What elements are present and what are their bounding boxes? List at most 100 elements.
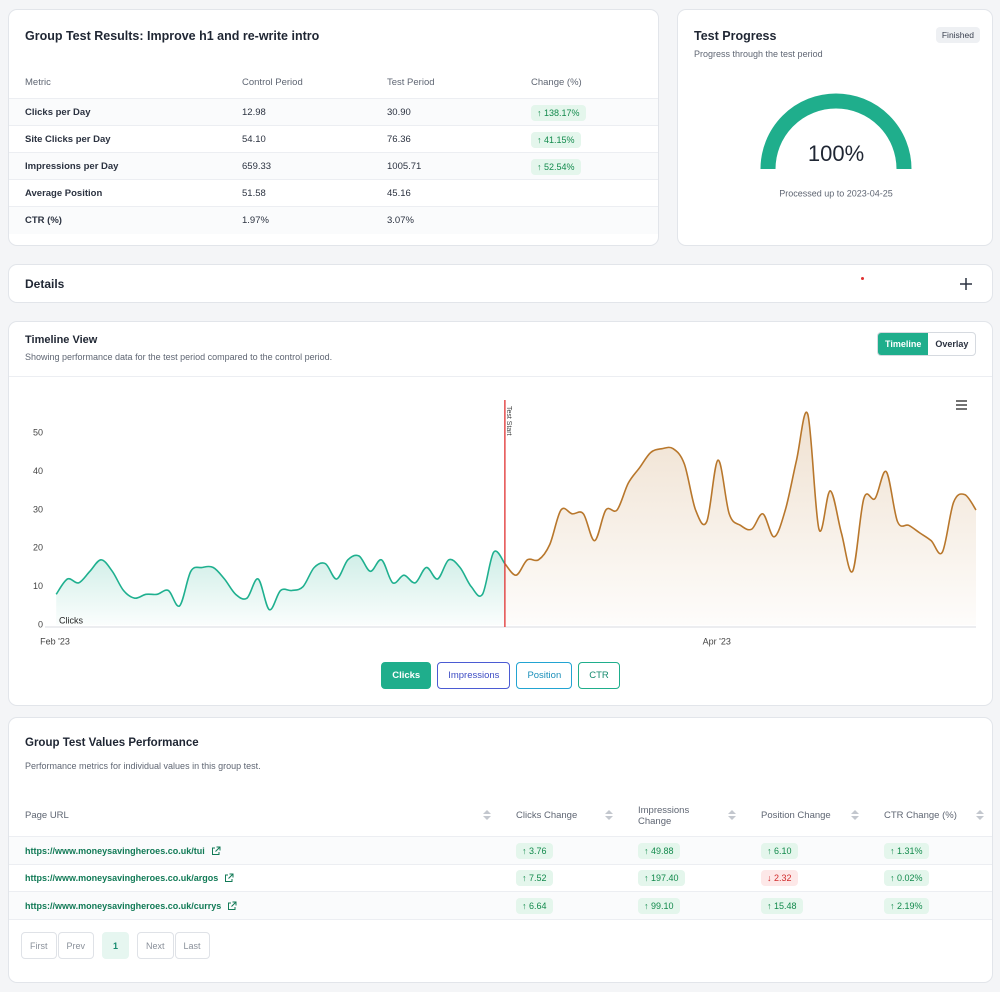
metric-button[interactable]: Position (516, 662, 573, 689)
column-header[interactable]: Position Change (761, 810, 831, 822)
change-badge: ↑ 6.10 (761, 842, 798, 859)
results-title: Group Test Results: Improve h1 and re-wr… (25, 29, 320, 43)
table-cell: 76.36 (387, 134, 411, 145)
table-cell: 51.58 (242, 188, 266, 199)
cell: ↑ 197.40 (638, 865, 685, 892)
page-button[interactable]: First (21, 932, 57, 959)
table-cell: 45.16 (387, 188, 411, 199)
progress-title: Test Progress (694, 29, 777, 43)
values-card: Group Test Values Performance Performanc… (8, 717, 993, 983)
cell: ↓ 2.32 (761, 865, 798, 892)
timeline-subtitle: Showing performance data for the test pe… (25, 352, 333, 362)
page-link[interactable]: https://www.moneysavingheroes.co.uk/tui (25, 845, 205, 856)
cell: https://www.moneysavingheroes.co.uk/curr… (25, 892, 237, 919)
page-button[interactable]: Next (137, 932, 174, 959)
table-row: Impressions per Day 659.33 1005.71 ↑ 52.54% (9, 152, 658, 180)
cell: ↑ 15.48 (761, 892, 803, 919)
timeline-title: Timeline View (25, 334, 98, 346)
cell: ↑ 0.02% (884, 865, 929, 892)
table-row: Average Position 51.58 45.16 (9, 179, 658, 207)
status-badge: Finished (935, 27, 980, 43)
x-tick-label: Apr '23 (703, 636, 731, 646)
column-header[interactable]: Page URL (25, 810, 69, 822)
expand-icon[interactable] (960, 278, 972, 290)
view-option[interactable]: Timeline (878, 333, 929, 355)
table-cell: 12.98 (242, 107, 266, 118)
x-tick-label: Feb '23 (40, 636, 70, 646)
sort-icon[interactable] (976, 809, 984, 821)
table-cell: CTR (%) (25, 215, 62, 226)
y-tick-label: 50 (33, 428, 43, 438)
table-cell: Average Position (25, 188, 103, 199)
table-cell: Clicks per Day (25, 107, 91, 118)
table-cell: 1.97% (242, 215, 269, 226)
progress-subtitle: Progress through the test period (694, 49, 823, 59)
gauge: 100% Processed up to 2023-04-25 (760, 93, 912, 198)
column-header[interactable]: Impressions Change (638, 804, 690, 827)
series-label: Clicks (59, 615, 83, 625)
cell: ↑ 49.88 (638, 837, 680, 864)
progress-card: Test Progress Finished Progress through … (677, 9, 993, 246)
page-button[interactable]: Last (174, 932, 210, 959)
values-subtitle: Performance metrics for individual value… (25, 761, 261, 771)
cell: ↑ 3.76 (516, 837, 553, 864)
metric-button[interactable]: Clicks (381, 662, 432, 689)
table-cell: 1005.71 (387, 161, 422, 172)
sort-icon[interactable] (483, 809, 491, 821)
sort-icon[interactable] (728, 809, 736, 821)
column-header[interactable]: Clicks Change (516, 810, 578, 822)
table-cell: 659.33 (242, 161, 272, 172)
change-badge: ↑ 52.54% (531, 158, 581, 175)
table-row: https://www.moneysavingheroes.co.uk/argo… (9, 863, 992, 892)
table-cell: Impressions per Day (25, 161, 119, 172)
page-link[interactable]: https://www.moneysavingheroes.co.uk/argo… (25, 873, 219, 883)
view-option[interactable]: Overlay (935, 339, 969, 349)
change-badge: ↑ 138.17% (531, 104, 586, 121)
external-link-icon[interactable] (227, 901, 237, 911)
column-header: Change (%) (531, 77, 582, 88)
page-button[interactable]: 1 (102, 932, 130, 959)
cell: https://www.moneysavingheroes.co.uk/tui (25, 837, 221, 864)
y-tick-label: 40 (33, 466, 43, 476)
table-row: CTR (%) 1.97% 3.07% (9, 206, 658, 234)
column-header: Test Period (387, 77, 435, 88)
y-tick-label: 0 (38, 619, 43, 629)
table-cell: 30.90 (387, 107, 411, 118)
pagination: First Prev 1 Next Last (21, 932, 211, 959)
cell: ↑ 6.10 (761, 837, 798, 864)
column-header: Control Period (242, 77, 303, 88)
chart-menu[interactable] (956, 400, 967, 410)
table-cell: 54.10 (242, 134, 266, 145)
change-badge: ↑ 6.64 (516, 897, 553, 914)
page-link[interactable]: https://www.moneysavingheroes.co.uk/curr… (25, 900, 222, 911)
metric-button[interactable]: CTR (578, 662, 620, 689)
y-tick-label: 30 (33, 504, 43, 514)
change-badge: ↑ 15.48 (761, 897, 803, 914)
table-row: https://www.moneysavingheroes.co.uk/curr… (9, 891, 992, 920)
progress-label: 100% (808, 141, 864, 166)
sort-icon[interactable] (851, 809, 859, 821)
change-badge: ↑ 49.88 (638, 842, 680, 859)
change-badge: ↑ 0.02% (884, 870, 929, 886)
page-button[interactable]: Prev (57, 932, 95, 959)
column-header[interactable]: CTR Change (%) (884, 810, 957, 822)
details-card[interactable]: Details (8, 264, 993, 303)
progress-note: Processed up to 2023-04-25 (779, 188, 893, 198)
external-link-icon[interactable] (224, 873, 234, 883)
cell: ↑ 7.52 (516, 865, 553, 892)
cell: ↑ 138.17% (531, 99, 586, 126)
table-header: Page URL Clicks Change Impressions Change P… (9, 796, 992, 836)
view-toggle: Timeline Overlay (877, 332, 977, 356)
metric-button[interactable]: Impressions (437, 662, 511, 689)
change-badge: ↑ 41.15% (531, 131, 581, 148)
y-tick-label: 20 (33, 543, 43, 553)
change-badge: ↑ 99.10 (638, 897, 680, 914)
table-row: Site Clicks per Day 54.10 76.36 ↑ 41.15% (9, 125, 658, 153)
table-header: Metric Control Period Test Period Change (%… (9, 69, 658, 96)
sort-icon[interactable] (605, 809, 613, 821)
series-line (504, 411, 977, 576)
change-badge: ↑ 197.40 (638, 870, 685, 886)
external-link-icon[interactable] (211, 846, 221, 856)
cell: ↑ 1.31% (884, 837, 929, 864)
